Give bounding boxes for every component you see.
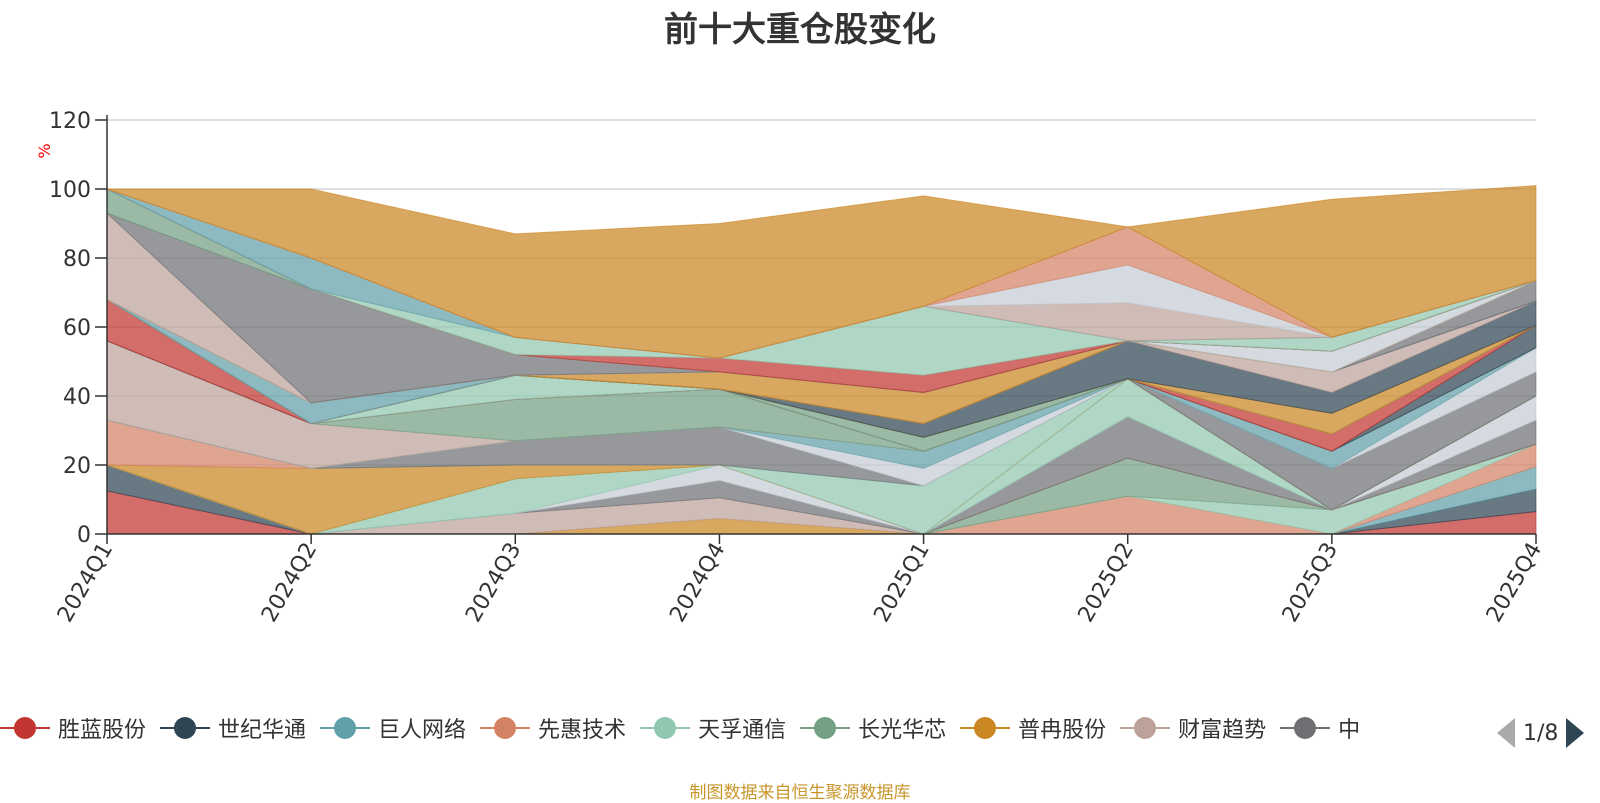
x-tick-label: 2024Q1 bbox=[53, 539, 118, 627]
x-tick-label: 2024Q3 bbox=[461, 539, 526, 627]
y-tick-label: 20 bbox=[63, 454, 91, 479]
legend-label: 巨人网络 bbox=[378, 718, 467, 743]
legend-label: 长光华芯 bbox=[858, 718, 947, 743]
x-tick-label: 2025Q1 bbox=[869, 539, 934, 627]
legend-pager: 1/8 bbox=[1497, 716, 1585, 750]
legend-item[interactable]: 先惠技术 bbox=[480, 710, 626, 746]
legend-item[interactable]: 巨人网络 bbox=[320, 710, 466, 746]
legend-item[interactable]: 天孚通信 bbox=[640, 710, 786, 746]
x-tick-label: 2024Q2 bbox=[257, 539, 322, 627]
legend-item[interactable]: 中 bbox=[1280, 710, 1360, 746]
legend-label: 普冉股份 bbox=[1018, 718, 1107, 743]
legend-label: 先惠技术 bbox=[538, 718, 627, 743]
legend-label: 天孚通信 bbox=[698, 718, 787, 743]
x-tick-label: 2025Q2 bbox=[1074, 539, 1139, 627]
legend-marker-icon bbox=[1280, 716, 1331, 740]
legend-item[interactable]: 胜蓝股份 bbox=[0, 710, 146, 746]
legend-next-icon[interactable] bbox=[1566, 718, 1585, 748]
legend-label: 世纪华通 bbox=[218, 718, 307, 743]
area-series bbox=[106, 185, 1537, 535]
y-tick-label: 60 bbox=[63, 316, 91, 341]
legend-label: 中 bbox=[1338, 718, 1361, 743]
y-tick-label: 40 bbox=[63, 385, 91, 410]
x-tick-label: 2025Q4 bbox=[1482, 539, 1547, 627]
legend-item[interactable]: 普冉股份 bbox=[960, 710, 1106, 746]
legend-marker-icon bbox=[320, 716, 371, 740]
legend-page-indicator: 1/8 bbox=[1523, 720, 1559, 746]
data-source-note: 制图数据来自恒生聚源数据库 bbox=[689, 783, 911, 803]
legend-marker-icon bbox=[0, 716, 50, 740]
chart-title: 前十大重仓股变化 bbox=[664, 10, 936, 50]
y-tick-label: 100 bbox=[49, 178, 91, 203]
legend: 胜蓝股份 世纪华通 巨人网络 先惠技术 天孚通信 长光华芯 普冉股份 财富趋势 中 bbox=[0, 710, 1490, 746]
y-tick-label: 120 bbox=[49, 109, 91, 134]
y-tick-label: 80 bbox=[63, 247, 91, 272]
x-tick-label: 2024Q4 bbox=[665, 539, 730, 627]
legend-marker-icon bbox=[480, 716, 531, 740]
legend-marker-icon bbox=[1120, 716, 1171, 740]
legend-prev-icon[interactable] bbox=[1497, 718, 1515, 748]
legend-marker-icon bbox=[640, 716, 691, 740]
legend-item[interactable]: 财富趋势 bbox=[1120, 710, 1266, 746]
legend-item[interactable]: 长光华芯 bbox=[800, 710, 946, 746]
y-axis-unit: % bbox=[35, 143, 54, 158]
x-tick-label: 2025Q3 bbox=[1278, 539, 1343, 627]
legend-item[interactable]: 世纪华通 bbox=[160, 710, 306, 746]
legend-marker-icon bbox=[960, 716, 1011, 740]
legend-marker-icon bbox=[800, 716, 851, 740]
y-tick-label: 0 bbox=[77, 523, 91, 548]
legend-label: 胜蓝股份 bbox=[58, 718, 147, 743]
legend-label: 财富趋势 bbox=[1178, 718, 1267, 743]
legend-marker-icon bbox=[160, 716, 211, 740]
area-series-s41 bbox=[106, 185, 1537, 359]
